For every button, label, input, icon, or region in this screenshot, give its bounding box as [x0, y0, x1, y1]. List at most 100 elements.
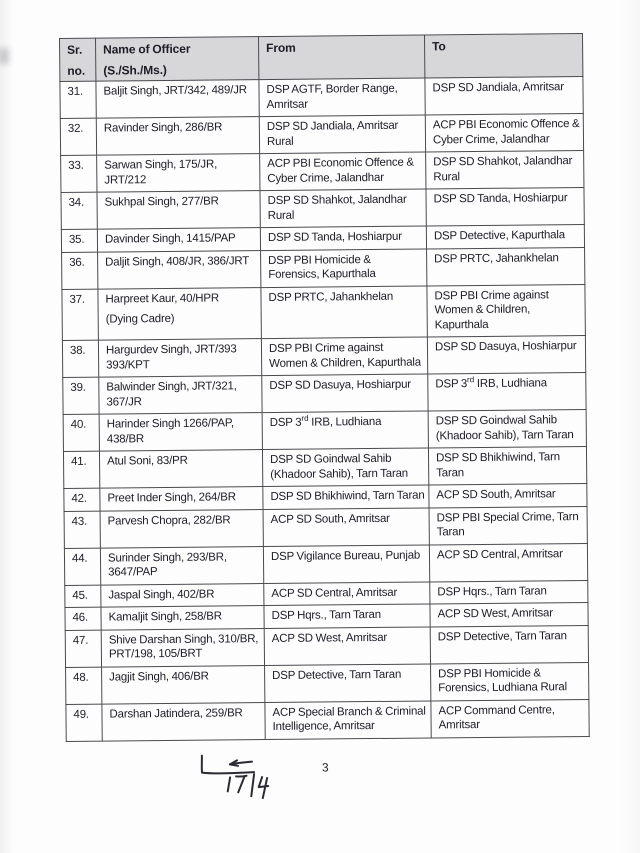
sr-no-cell: 38. [62, 340, 99, 378]
page-footer: 3 [66, 748, 589, 805]
from-posting-cell: ACP PBI Economic Offence & Cyber Crime, … [259, 151, 426, 191]
table-row: 39. Balwinder Singh, JRT/321, 367/JR DSP… [62, 372, 587, 415]
officer-name-cell: Surinder Singh, 293/BR, 3647/PAP [100, 546, 264, 585]
to-posting-cell: DSP SD Bhikhiwind, Tarn Taran [428, 446, 587, 485]
column-header-sr-no: Sr. no. [59, 38, 96, 82]
officer-name-cell: Jagjit Singh, 406/BR [101, 665, 265, 704]
page-number: 3 [321, 759, 329, 775]
officer-name-cell: Parvesh Chopra, 282/BR [100, 509, 264, 548]
to-posting-cell: ACP Command Centre, Amritsar [430, 698, 590, 738]
to-label: To [432, 39, 446, 54]
sr-no-cell: 36. [61, 251, 98, 289]
from-posting-cell: DSP SD Bhikhiwind, Tarn Taran [262, 484, 430, 510]
table-row: 40. Harinder Singh 1266/PAP, 438/BR DSP … [63, 409, 587, 452]
handwritten-date-mark [200, 754, 270, 799]
to-posting-cell: DSP Detective, Tarn Taran [430, 624, 589, 664]
table-row: 47. Shive Darshan Singh, 310/BR, PRT/198… [65, 624, 589, 667]
table-row: 38. Hargurdev Singh, JRT/393 393/KPT DSP… [62, 335, 586, 378]
officer-name-cell: Baljit Singh, JRT/342, 489/JR [95, 79, 260, 119]
from-posting-cell: DSP Vigilance Bureau, Punjab [263, 544, 430, 584]
table-row: 34. Sukhpal Singh, 277/BR DSP SD Shahkot… [60, 187, 585, 230]
table-row: 33. Sarwan Singh, 175/JR, JRT/212 ACP PB… [60, 150, 584, 193]
from-posting-cell: ACP Special Branch & Criminal Intelligen… [264, 700, 432, 740]
officer-name-cell: Daljit Singh, 408/JR, 386/JRT [97, 250, 261, 289]
from-posting-cell: DSP PBI Crime against Women & Children, … [261, 336, 428, 376]
sr-no-cell: 40. [63, 414, 100, 452]
sr-no-cell: 33. [60, 155, 97, 193]
column-header-name: Name of Officer (S./Sh./Ms.) [95, 36, 259, 82]
officer-name-cell: Kamaljit Singh, 258/BR [100, 605, 265, 630]
officer-name-cell: Sukhpal Singh, 277/BR [96, 190, 261, 230]
name-label-line2: (S./Sh./Ms.) [103, 62, 167, 78]
table-row: 49. Darshan Jatindera, 259/BR ACP Specia… [65, 698, 590, 741]
to-posting-cell: DSP 3rd IRB, Ludhiana [427, 372, 587, 411]
table-row: 44. Surinder Singh, 293/BR, 3647/PAP DSP… [64, 542, 588, 585]
column-header-from: From [258, 34, 425, 80]
table-row: 48. Jagjit Singh, 406/BR DSP Detective, … [65, 661, 589, 704]
from-posting-cell: ACP SD West, Amritsar [264, 626, 431, 666]
from-posting-cell: ACP SD Central, Amritsar [263, 581, 430, 606]
to-posting-cell: ACP SD West, Amritsar [429, 602, 589, 627]
sr-no-cell: 39. [62, 377, 100, 415]
sr-no-cell: 37. [61, 288, 99, 341]
officer-name-cell: Ravinder Singh, 286/BR [96, 116, 260, 156]
header-row: Sr. no. Name of Officer (S./Sh./Ms.) Fro… [59, 33, 583, 82]
from-posting-cell: ACP SD South, Amritsar [263, 507, 430, 547]
to-posting-cell: DSP SD Jandiala, Amritsar [424, 76, 584, 115]
officer-name-cell: Hargurdev Singh, JRT/393 393/KPT [98, 338, 262, 378]
table-row: 36. Daljit Singh, 408/JR, 386/JRT DSP PB… [61, 246, 585, 289]
to-posting-cell: ACP SD Central, Amritsar [429, 542, 588, 582]
to-posting-cell: DSP PBI Special Crime, Tarn Taran [429, 505, 588, 545]
from-posting-cell: DSP PBI Homicide & Forensics, Kapurthala [260, 248, 427, 288]
officer-name-cell: Harpreet Kaur, 40/HPR (Dying Cadre) [97, 287, 262, 341]
to-posting-cell: DSP SD Goindwal Sahib (Khadoor Sahib), T… [428, 409, 587, 448]
table-row: 43. Parvesh Chopra, 282/BR ACP SD South,… [64, 505, 588, 548]
from-posting-cell: DSP SD Goindwal Sahib (Khadoor Sahib), T… [262, 447, 429, 487]
page-content: Sr. no. Name of Officer (S./Sh./Ms.) Fro… [59, 32, 590, 805]
sr-no-cell: 49. [65, 703, 103, 741]
to-posting-cell: DSP SD Shahkot, Jalandhar Rural [425, 150, 584, 189]
from-posting-cell: DSP AGTF, Border Range, Amritsar [258, 77, 426, 117]
sr-no-cell: 32. [60, 118, 97, 156]
sr-no-cell: 45. [64, 584, 101, 608]
table-row: 41. Atul Soni, 83/PR DSP SD Goindwal Sah… [63, 446, 587, 489]
table-body: 31. Baljit Singh, JRT/342, 489/JR DSP AG… [59, 76, 590, 741]
to-posting-cell: ACP SD South, Amritsar [428, 483, 588, 508]
from-posting-cell: DSP Detective, Tarn Taran [264, 663, 431, 703]
from-label: From [266, 40, 296, 56]
sr-no-cell: 35. [61, 229, 98, 252]
table-row: 31. Baljit Singh, JRT/342, 489/JR DSP AG… [59, 76, 584, 119]
officer-name-cell: Sarwan Singh, 175/JR, JRT/212 [96, 153, 260, 193]
to-posting-cell: DSP PBI Crime against Women & Children, … [426, 283, 586, 337]
officer-name-cell: Jaspal Singh, 402/BR [100, 583, 264, 608]
to-posting-cell: DSP PBI Homicide & Forensics, Ludhiana R… [430, 661, 589, 701]
scan-smudge [0, 48, 9, 64]
to-posting-cell: DSP SD Tanda, Hoshiarpur [425, 187, 585, 226]
officer-transfer-table: Sr. no. Name of Officer (S./Sh./Ms.) Fro… [59, 32, 590, 742]
to-posting-cell: ACP PBI Economic Offence & Cyber Crime, … [425, 113, 584, 152]
officer-name-cell: Davinder Singh, 1415/PAP [97, 227, 261, 252]
officer-name-cell: Shive Darshan Singh, 310/BR, PRT/198, 10… [101, 628, 265, 667]
sr-no-cell: 41. [63, 451, 100, 489]
table-header: Sr. no. Name of Officer (S./Sh./Ms.) Fro… [59, 33, 583, 82]
sr-no-cell: 46. [64, 607, 102, 630]
table-row: 32. Ravinder Singh, 286/BR DSP SD Jandia… [60, 113, 584, 156]
from-posting-cell: DSP SD Jandiala, Amritsar Rural [259, 114, 426, 154]
sr-no-cell: 31. [59, 81, 97, 119]
officer-name-cell: Atul Soni, 83/PR [99, 449, 263, 489]
sr-label-line1: Sr. [67, 42, 83, 57]
officer-name-cell: Preet Inder Singh, 264/BR [99, 486, 264, 511]
column-header-to: To [424, 33, 583, 78]
from-posting-cell: DSP PRTC, Jahankhelan [260, 285, 428, 339]
to-posting-cell: DSP PRTC, Jahankhelan [426, 246, 585, 286]
from-posting-cell: DSP 3rd IRB, Ludhiana [262, 410, 429, 450]
to-posting-cell: DSP Hqrs., Tarn Taran [429, 579, 588, 604]
sr-no-cell: 34. [60, 192, 98, 230]
table-row: 37. Harpreet Kaur, 40/HPR (Dying Cadre) D… [61, 283, 586, 341]
officer-name-cell: Harinder Singh 1266/PAP, 438/BR [99, 412, 263, 452]
officer-name-cell: Balwinder Singh, JRT/321, 367/JR [98, 375, 263, 415]
sr-no-cell: 44. [64, 547, 101, 585]
from-posting-cell: DSP Hqrs., Tarn Taran [263, 603, 431, 629]
sr-no-cell: 47. [65, 629, 102, 667]
